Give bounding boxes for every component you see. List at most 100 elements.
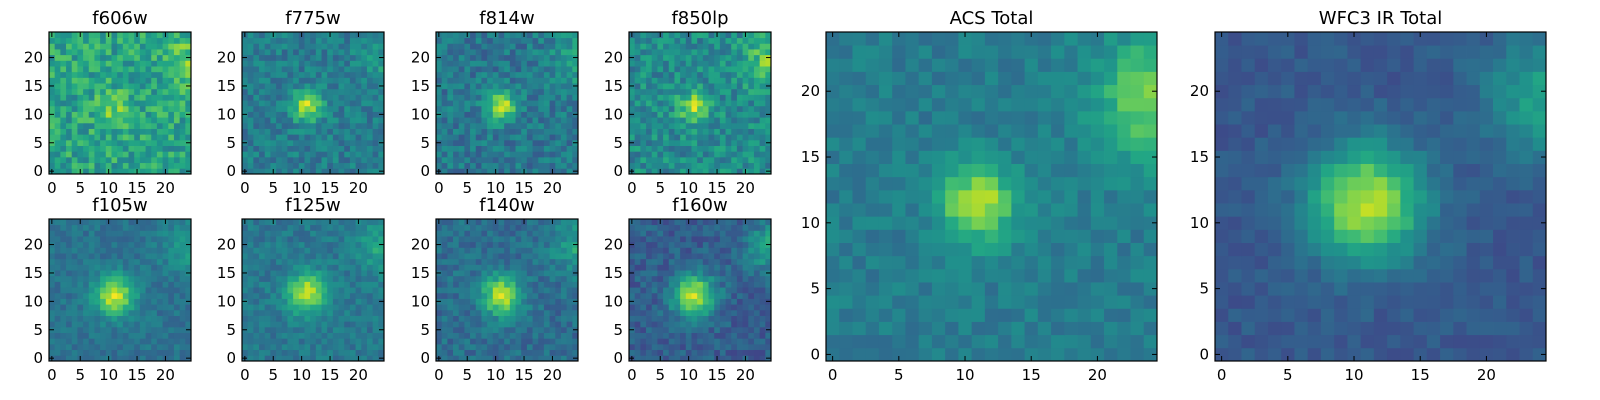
heatmap-cell xyxy=(708,117,715,124)
heatmap-cell xyxy=(697,168,704,175)
heatmap-cell xyxy=(470,224,477,231)
heatmap-cell xyxy=(139,253,146,260)
heatmap-cell xyxy=(117,66,124,73)
heatmap-cell xyxy=(691,77,698,84)
heatmap-cell xyxy=(128,168,135,175)
heatmap-cell xyxy=(111,156,118,164)
heatmap-cell xyxy=(162,162,169,169)
heatmap-cell xyxy=(725,43,732,50)
heatmap-cell xyxy=(680,43,687,50)
heatmap-cell xyxy=(464,292,471,299)
heatmap-cell xyxy=(674,139,681,146)
heatmap-cell xyxy=(742,343,749,351)
heatmap-cell xyxy=(247,156,254,164)
heatmap-cell xyxy=(179,77,186,84)
heatmap-cell xyxy=(338,71,345,78)
heatmap-cell xyxy=(470,49,477,56)
heatmap-cell xyxy=(515,338,522,345)
heatmap-cell xyxy=(321,83,328,90)
heatmap-cell xyxy=(378,332,385,339)
heatmap-cell xyxy=(753,145,761,152)
heatmap-cell xyxy=(349,349,356,356)
heatmap-cell xyxy=(372,281,379,288)
heatmap-cell xyxy=(629,37,636,44)
heatmap-cell xyxy=(128,236,135,243)
heatmap-cell xyxy=(49,128,56,135)
heatmap-cell xyxy=(475,219,482,226)
heatmap-cell xyxy=(349,60,356,67)
heatmap-cell xyxy=(247,258,254,265)
heatmap-cell xyxy=(708,343,715,351)
heatmap-cell xyxy=(759,281,766,288)
heatmap-cell xyxy=(276,321,283,328)
heatmap-cell xyxy=(264,349,271,356)
heatmap-cell xyxy=(753,134,761,141)
heatmap-cell xyxy=(60,105,67,112)
heatmap-cell xyxy=(481,49,488,56)
heatmap-cell xyxy=(719,355,726,362)
heatmap-cell xyxy=(179,100,186,107)
heatmap-cell xyxy=(753,37,761,44)
heatmap-cell xyxy=(168,168,175,175)
heatmap-cell xyxy=(759,111,766,118)
heatmap-cell xyxy=(674,338,681,345)
heatmap-cell xyxy=(321,326,328,333)
heatmap-cell xyxy=(509,304,516,311)
heatmap-cell xyxy=(447,77,454,84)
heatmap-cell xyxy=(145,230,152,237)
heatmap-cell xyxy=(436,292,443,299)
heatmap-cell xyxy=(355,241,362,248)
heatmap-cell xyxy=(702,309,709,316)
heatmap-cell xyxy=(122,292,129,299)
heatmap-cell xyxy=(253,37,260,44)
heatmap-cell xyxy=(464,236,471,243)
heatmap-cell xyxy=(264,264,271,271)
heatmap-cell xyxy=(77,105,84,112)
heatmap-cell xyxy=(162,105,169,112)
heatmap-cell xyxy=(77,292,84,299)
heatmap-cell xyxy=(504,111,511,118)
heatmap-cell xyxy=(100,32,107,39)
heatmap-cell xyxy=(355,349,362,356)
heatmap-cell xyxy=(185,122,192,129)
heatmap-cell xyxy=(725,343,732,351)
heatmap-cell xyxy=(492,94,499,101)
heatmap-cell xyxy=(629,94,636,101)
heatmap-cell xyxy=(253,156,260,164)
heatmap-cell xyxy=(543,338,550,345)
heatmap-cell xyxy=(526,338,533,345)
heatmap-cell xyxy=(714,122,721,129)
heatmap-cell xyxy=(691,338,698,345)
heatmap-cell xyxy=(77,236,84,243)
heatmap-cell xyxy=(321,321,328,328)
heatmap-cell xyxy=(748,128,755,135)
heatmap-cell xyxy=(504,71,511,78)
heatmap-cell xyxy=(487,77,494,84)
heatmap-cell xyxy=(481,281,488,288)
heatmap-cell xyxy=(481,326,488,333)
heatmap-cell xyxy=(162,128,169,135)
heatmap-cell xyxy=(634,83,641,90)
heatmap-cell xyxy=(139,264,146,271)
heatmap-cell xyxy=(532,287,539,294)
heatmap-cell xyxy=(366,315,374,322)
heatmap-cell xyxy=(332,219,339,226)
heatmap-cell xyxy=(134,83,141,90)
heatmap-cell xyxy=(156,162,163,169)
heatmap-cell xyxy=(259,236,266,243)
heatmap-cell xyxy=(572,224,579,231)
heatmap-cell xyxy=(487,275,494,282)
heatmap-cell xyxy=(156,156,163,164)
heatmap-cell xyxy=(481,236,488,243)
heatmap-cell xyxy=(674,145,681,152)
x-tick-label: 0 xyxy=(47,179,57,197)
heatmap-cell xyxy=(315,32,322,39)
heatmap-cell xyxy=(447,236,454,243)
heatmap-cell xyxy=(156,151,163,158)
heatmap-cell xyxy=(128,343,135,351)
heatmap-cell xyxy=(372,321,379,328)
heatmap-cell xyxy=(464,139,471,146)
heatmap-cell xyxy=(509,71,516,78)
heatmap-cell xyxy=(441,105,448,112)
heatmap-cell xyxy=(185,66,192,73)
